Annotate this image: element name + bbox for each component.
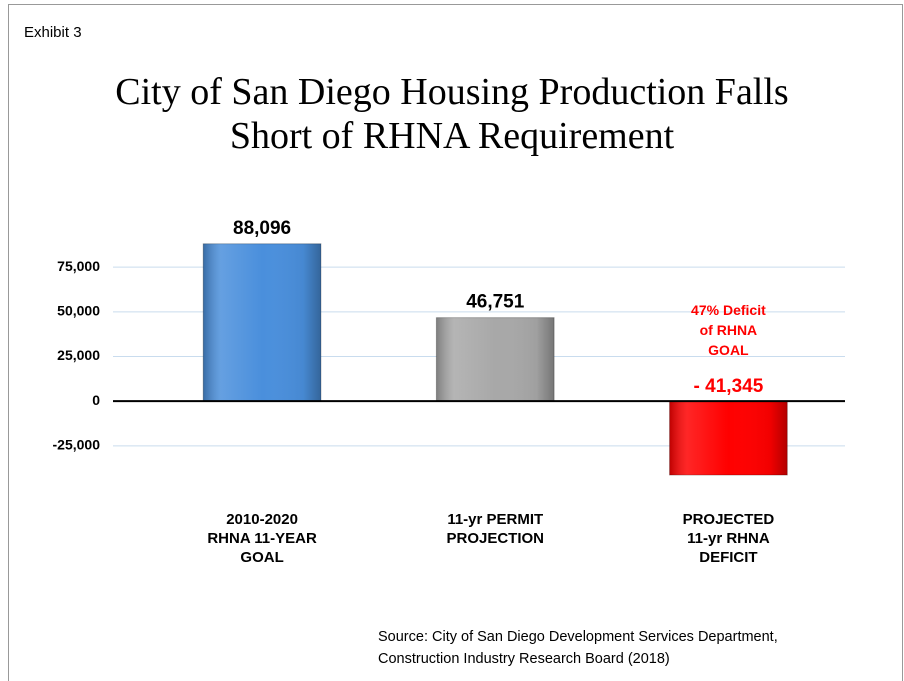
frame [8,4,903,681]
y-tick-label: 0 [92,392,100,408]
x-tick-label: PROJECTED 11-yr RHNA DEFICIT [682,511,775,566]
source-note: Source: City of San Diego Development Se… [378,629,778,667]
value-label: 46,751 [466,292,525,313]
value-label: - 41,345 [694,376,764,397]
bar-shade [669,401,788,476]
bar-group [435,317,555,402]
exhibit-label: Exhibit 3 [24,24,82,41]
bar-shade [203,243,321,402]
bar-group [669,400,788,476]
value-label: 88,096 [233,218,291,239]
bar-group [202,243,322,402]
chart-title: City of San Diego Housing Production Fal… [115,71,789,157]
y-tick-label: -25,000 [53,437,101,453]
annotation: 47% Deficit of RHNA GOAL [691,302,766,358]
x-tick-label: 11-yr PERMIT PROJECTION [446,511,544,547]
y-tick-label: 25,000 [57,347,100,363]
x-tick-label: 2010-2020 RHNA 11-YEAR GOAL [207,511,317,566]
y-tick-label: 75,000 [57,258,100,274]
y-tick-label: 50,000 [57,303,100,319]
bar-shade [436,317,555,402]
